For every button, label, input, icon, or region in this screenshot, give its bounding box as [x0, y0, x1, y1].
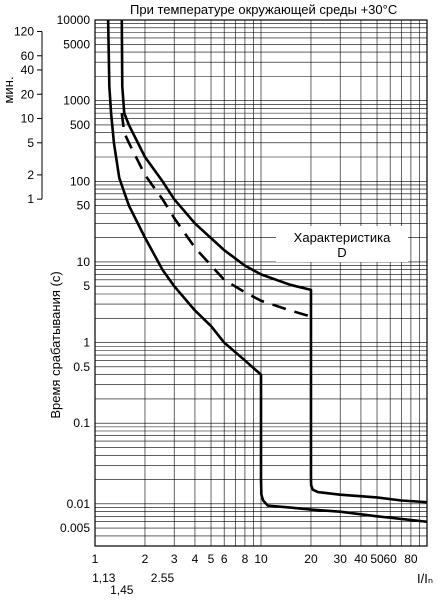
minutes-tick-label: 5 [27, 136, 34, 150]
y-tick-label: 1 [83, 336, 90, 350]
x-tick-label: 8 [242, 552, 249, 566]
annotation-line1: Характеристика [294, 230, 391, 245]
y-tick-label: 100 [70, 174, 90, 188]
x-axis-label: I/Iₙ [417, 571, 433, 586]
x-tick-label: 3 [171, 552, 178, 566]
x-tick-label: 20 [304, 552, 318, 566]
x-tick-label: 1 [92, 552, 99, 566]
y-tick-label: 5000 [63, 37, 90, 51]
series-group [106, 19, 428, 524]
x-tick-label: 10 [254, 552, 268, 566]
minutes-tick-label: 40 [21, 63, 35, 77]
series-line-3 [120, 112, 312, 318]
x-tick-labels: 1 2 3 4 5 6 8 10 20 30 40 50 60 80 1,131,45 2.55 [92, 552, 418, 597]
x-tick-label: 50 [370, 552, 384, 566]
x-tick-label: 5 [208, 552, 215, 566]
x-tick-label: 60 [383, 552, 397, 566]
x-tick-label: 80 [404, 552, 418, 566]
y-tick-label: 0.5 [73, 360, 90, 374]
x-tick-label-lower: 1,45 [110, 583, 134, 597]
y-tick-label: 0.1 [73, 416, 90, 430]
minutes-tick-label: 20 [21, 87, 35, 101]
y-tick-label: 5 [83, 279, 90, 293]
minutes-tick-label: 1 [27, 192, 34, 206]
y-tick-label: 0.005 [60, 521, 90, 535]
minutes-tick-label: 10 [21, 112, 35, 126]
x-tick-label: 2 [142, 552, 149, 566]
annotation-line2: D [337, 245, 346, 260]
x-tick-label: 30 [334, 552, 348, 566]
minutes-tick-label: 60 [21, 49, 35, 63]
series-line-2 [120, 19, 428, 504]
x-tick-label: 40 [354, 552, 368, 566]
grid [95, 20, 427, 546]
y-tick-label: 0.01 [67, 497, 91, 511]
y-tick-label: 10 [77, 255, 91, 269]
y-axis-label: Время срабатывания (с) [48, 271, 63, 418]
minutes-tick-label: 2 [27, 168, 34, 182]
x-tick-label: 4 [192, 552, 199, 566]
annotation-box [276, 226, 408, 262]
y-tick-labels: 10000 5000 1000 500 100 50 10 5 1 0.5 0.1 0.01 0.005 [57, 13, 91, 535]
series-line-1 [106, 19, 428, 524]
y-tick-label: 500 [70, 118, 90, 132]
minutes-label: мин. [1, 77, 16, 104]
y-tick-label: 50 [77, 199, 91, 213]
minutes-tick-label: 120 [14, 25, 34, 39]
y-tick-label: 10000 [57, 13, 91, 27]
x-tick-label: 6 [221, 552, 228, 566]
x-tick-label-lower: 2.55 [151, 571, 175, 585]
plot-frame [94, 19, 428, 547]
y-tick-label: 1000 [63, 94, 90, 108]
chart-title: При температуре окружающей среды +30°C [130, 2, 397, 17]
x-tick-label-lower: 1,13 [92, 571, 116, 585]
